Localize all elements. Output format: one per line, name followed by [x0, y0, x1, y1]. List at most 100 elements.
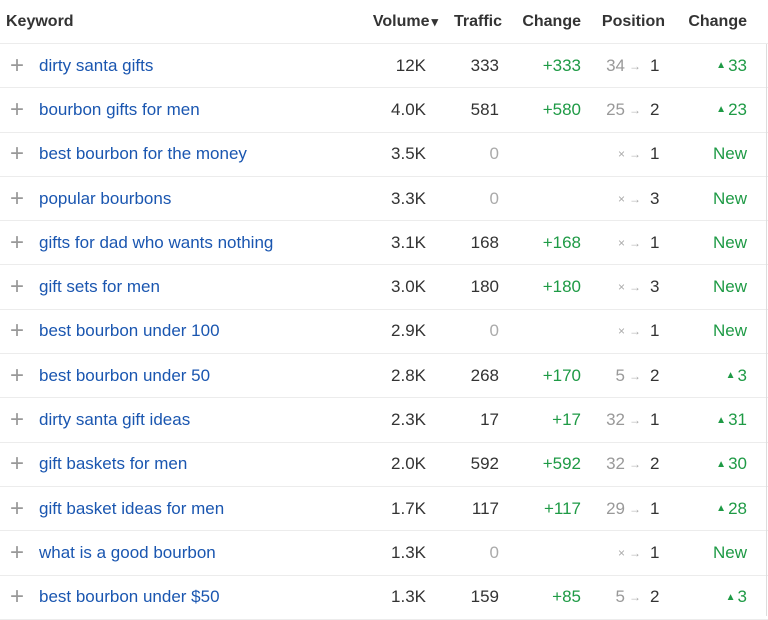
add-keyword-plus-icon[interactable]: + — [8, 576, 26, 619]
triangle-up-icon: ▲ — [716, 104, 726, 115]
keyword-link[interactable]: popular bourbons — [39, 177, 171, 220]
position-change-value: New — [713, 233, 747, 253]
arrow-right-icon: → — [629, 133, 641, 176]
traffic-change: +85 — [552, 576, 581, 619]
traffic: 159 — [471, 576, 499, 619]
position-old: 5 — [616, 576, 625, 619]
add-keyword-plus-icon[interactable]: + — [8, 487, 26, 530]
keyword-link[interactable]: dirty santa gifts — [39, 44, 153, 87]
traffic: 17 — [480, 398, 499, 441]
add-keyword-plus-icon[interactable]: + — [8, 398, 26, 441]
volume: 2.8K — [391, 354, 426, 397]
position-change-value: 30 — [728, 454, 747, 474]
traffic: 592 — [471, 443, 499, 486]
header-traffic[interactable]: Traffic — [454, 0, 502, 43]
volume: 12K — [396, 44, 426, 87]
traffic: 180 — [471, 265, 499, 308]
position-change: New — [713, 265, 747, 308]
volume: 1.3K — [391, 531, 426, 574]
position-change-value: 23 — [728, 100, 747, 120]
traffic-change: +117 — [544, 487, 581, 530]
add-keyword-plus-icon[interactable]: + — [8, 310, 26, 353]
header-volume[interactable]: Volume▾ — [373, 0, 438, 43]
position-change-value: New — [713, 543, 747, 563]
keyword-link[interactable]: best bourbon for the money — [39, 133, 247, 176]
arrow-right-icon: → — [629, 443, 641, 486]
keyword-link[interactable]: best bourbon under 100 — [39, 310, 220, 353]
position-change: ▲28 — [716, 487, 747, 530]
traffic-change: +180 — [543, 265, 581, 308]
arrow-right-icon: → — [629, 310, 641, 353]
volume: 3.5K — [391, 133, 426, 176]
traffic: 581 — [471, 88, 499, 131]
volume: 2.9K — [391, 310, 426, 353]
position-old: 32 — [606, 443, 625, 486]
add-keyword-plus-icon[interactable]: + — [8, 44, 26, 87]
header-position[interactable]: Position — [602, 0, 665, 43]
header-keyword[interactable]: Keyword — [6, 0, 74, 43]
position-new: 2 — [650, 88, 659, 131]
traffic: 0 — [490, 531, 499, 574]
add-keyword-plus-icon[interactable]: + — [8, 88, 26, 131]
traffic-change: +580 — [543, 88, 581, 131]
position-old: 34 — [606, 44, 625, 87]
arrow-right-icon: → — [629, 487, 641, 530]
position-change-value: New — [713, 321, 747, 341]
keyword-link[interactable]: what is a good bourbon — [39, 531, 216, 574]
position-change-value: New — [713, 277, 747, 297]
position-new: 1 — [650, 310, 659, 353]
keyword-link[interactable]: dirty santa gift ideas — [39, 398, 190, 441]
position-change: ▲33 — [716, 44, 747, 87]
keyword-link[interactable]: best bourbon under $50 — [39, 576, 220, 619]
keyword-link[interactable]: gift sets for men — [39, 265, 160, 308]
volume: 3.0K — [391, 265, 426, 308]
position-new: 2 — [650, 354, 659, 397]
add-keyword-plus-icon[interactable]: + — [8, 265, 26, 308]
keyword-link[interactable]: gift baskets for men — [39, 443, 187, 486]
triangle-up-icon: ▲ — [716, 459, 726, 470]
keyword-link[interactable]: gifts for dad who wants nothing — [39, 221, 273, 264]
keyword-link[interactable]: bourbon gifts for men — [39, 88, 200, 131]
position-new: 1 — [650, 133, 659, 176]
position-change-value: 28 — [728, 499, 747, 519]
not-ranked-icon: × — [618, 531, 625, 574]
position-new: 1 — [650, 487, 659, 530]
add-keyword-plus-icon[interactable]: + — [8, 221, 26, 264]
arrow-right-icon: → — [629, 44, 641, 87]
not-ranked-icon: × — [618, 265, 625, 308]
add-keyword-plus-icon[interactable]: + — [8, 443, 26, 486]
position-new: 1 — [650, 44, 659, 87]
table-row: + best bourbon under 100 2.9K 0 × → 1 Ne… — [0, 310, 768, 354]
position-change: ▲3 — [726, 354, 747, 397]
not-ranked-icon: × — [618, 133, 625, 176]
position-change: New — [713, 531, 747, 574]
position-old: 25 — [606, 88, 625, 131]
header-change[interactable]: Change — [522, 0, 581, 43]
position-change-value: 3 — [738, 366, 747, 386]
position-new: 1 — [650, 398, 659, 441]
header-position-change[interactable]: Change — [688, 0, 747, 43]
table-row: + popular bourbons 3.3K 0 × → 3 New — [0, 177, 768, 221]
volume: 2.3K — [391, 398, 426, 441]
keyword-link[interactable]: best bourbon under 50 — [39, 354, 210, 397]
volume: 3.3K — [391, 177, 426, 220]
add-keyword-plus-icon[interactable]: + — [8, 133, 26, 176]
table-row: + gift baskets for men 2.0K 592 +592 32 … — [0, 443, 768, 487]
traffic-change: +592 — [543, 443, 581, 486]
triangle-up-icon: ▲ — [716, 60, 726, 71]
table-row: + best bourbon for the money 3.5K 0 × → … — [0, 133, 768, 177]
keyword-link[interactable]: gift basket ideas for men — [39, 487, 224, 530]
add-keyword-plus-icon[interactable]: + — [8, 531, 26, 574]
table-row: + gift basket ideas for men 1.7K 117 +11… — [0, 487, 768, 531]
scrollbar-edge — [766, 44, 767, 616]
not-ranked-icon: × — [618, 310, 625, 353]
position-change: New — [713, 221, 747, 264]
add-keyword-plus-icon[interactable]: + — [8, 177, 26, 220]
not-ranked-icon: × — [618, 177, 625, 220]
arrow-right-icon: → — [629, 221, 641, 264]
sort-desc-icon: ▾ — [431, 14, 438, 30]
table-header: Keyword Volume▾ Traffic Change Position … — [0, 0, 768, 44]
add-keyword-plus-icon[interactable]: + — [8, 354, 26, 397]
position-change: ▲31 — [716, 398, 747, 441]
table-row: + best bourbon under 50 2.8K 268 +170 5 … — [0, 354, 768, 398]
